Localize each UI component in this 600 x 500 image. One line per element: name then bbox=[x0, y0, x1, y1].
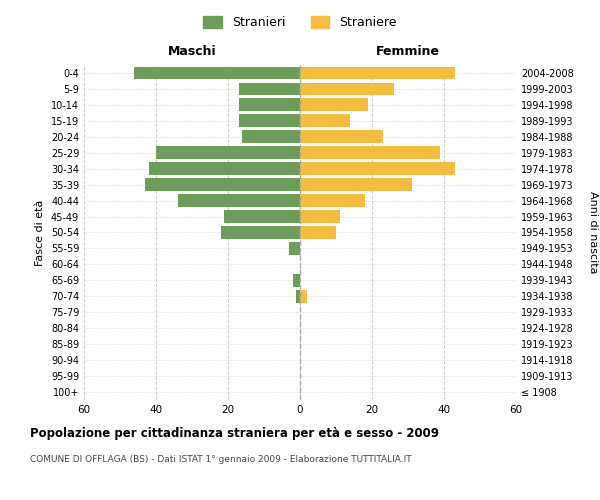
Bar bbox=[300, 66, 455, 80]
Bar bbox=[149, 162, 300, 175]
Bar bbox=[178, 194, 300, 207]
Bar bbox=[300, 290, 307, 302]
Bar bbox=[300, 226, 336, 239]
Bar bbox=[300, 98, 368, 112]
Bar bbox=[296, 290, 300, 302]
Bar bbox=[300, 130, 383, 143]
Bar bbox=[293, 274, 300, 286]
Bar bbox=[289, 242, 300, 255]
Bar bbox=[134, 66, 300, 80]
Bar bbox=[242, 130, 300, 143]
Bar bbox=[300, 146, 440, 159]
Bar bbox=[239, 98, 300, 112]
Bar bbox=[300, 162, 455, 175]
Bar bbox=[239, 82, 300, 96]
Bar bbox=[300, 114, 350, 127]
Bar bbox=[300, 178, 412, 191]
Text: Popolazione per cittadinanza straniera per età e sesso - 2009: Popolazione per cittadinanza straniera p… bbox=[30, 428, 439, 440]
Bar bbox=[145, 178, 300, 191]
Bar bbox=[300, 194, 365, 207]
Bar bbox=[239, 114, 300, 127]
Bar bbox=[300, 210, 340, 223]
Bar bbox=[156, 146, 300, 159]
Bar bbox=[300, 82, 394, 96]
Text: Maschi: Maschi bbox=[167, 46, 217, 59]
Bar bbox=[224, 210, 300, 223]
Y-axis label: Anni di nascita: Anni di nascita bbox=[587, 191, 598, 274]
Y-axis label: Fasce di età: Fasce di età bbox=[35, 200, 45, 266]
Bar bbox=[221, 226, 300, 239]
Legend: Stranieri, Straniere: Stranieri, Straniere bbox=[198, 11, 402, 34]
Text: COMUNE DI OFFLAGA (BS) - Dati ISTAT 1° gennaio 2009 - Elaborazione TUTTITALIA.IT: COMUNE DI OFFLAGA (BS) - Dati ISTAT 1° g… bbox=[30, 455, 412, 464]
Text: Femmine: Femmine bbox=[376, 46, 440, 59]
